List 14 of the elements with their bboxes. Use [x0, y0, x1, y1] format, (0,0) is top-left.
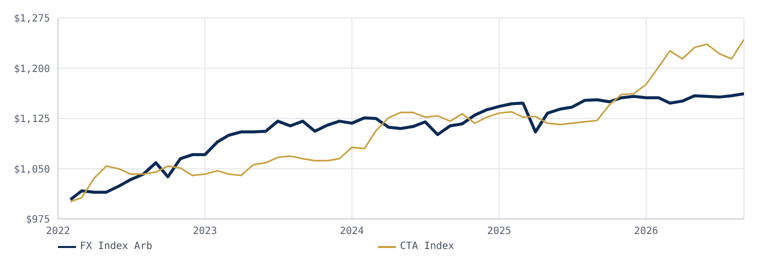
y-tick-label: $1,050 [14, 164, 50, 176]
line-series [70, 38, 744, 202]
line-series [68, 92, 744, 202]
y-tick-label: $1,200 [14, 64, 50, 75]
x-tick-label: 2025 [487, 226, 512, 238]
x-tick-label: 2023 [192, 226, 217, 238]
x-tick-label: 2024 [340, 226, 364, 238]
legend-label: CTA Index [400, 241, 454, 252]
y-tick-label: $1,125 [14, 114, 50, 126]
y-tick-label: $1,275 [14, 14, 50, 25]
x-tick-label: 2022 [46, 226, 70, 238]
y-tick-label: $975 [26, 214, 50, 226]
legend-label: FX Index Arb [80, 241, 152, 252]
x-tick-label: 2026 [634, 226, 658, 238]
